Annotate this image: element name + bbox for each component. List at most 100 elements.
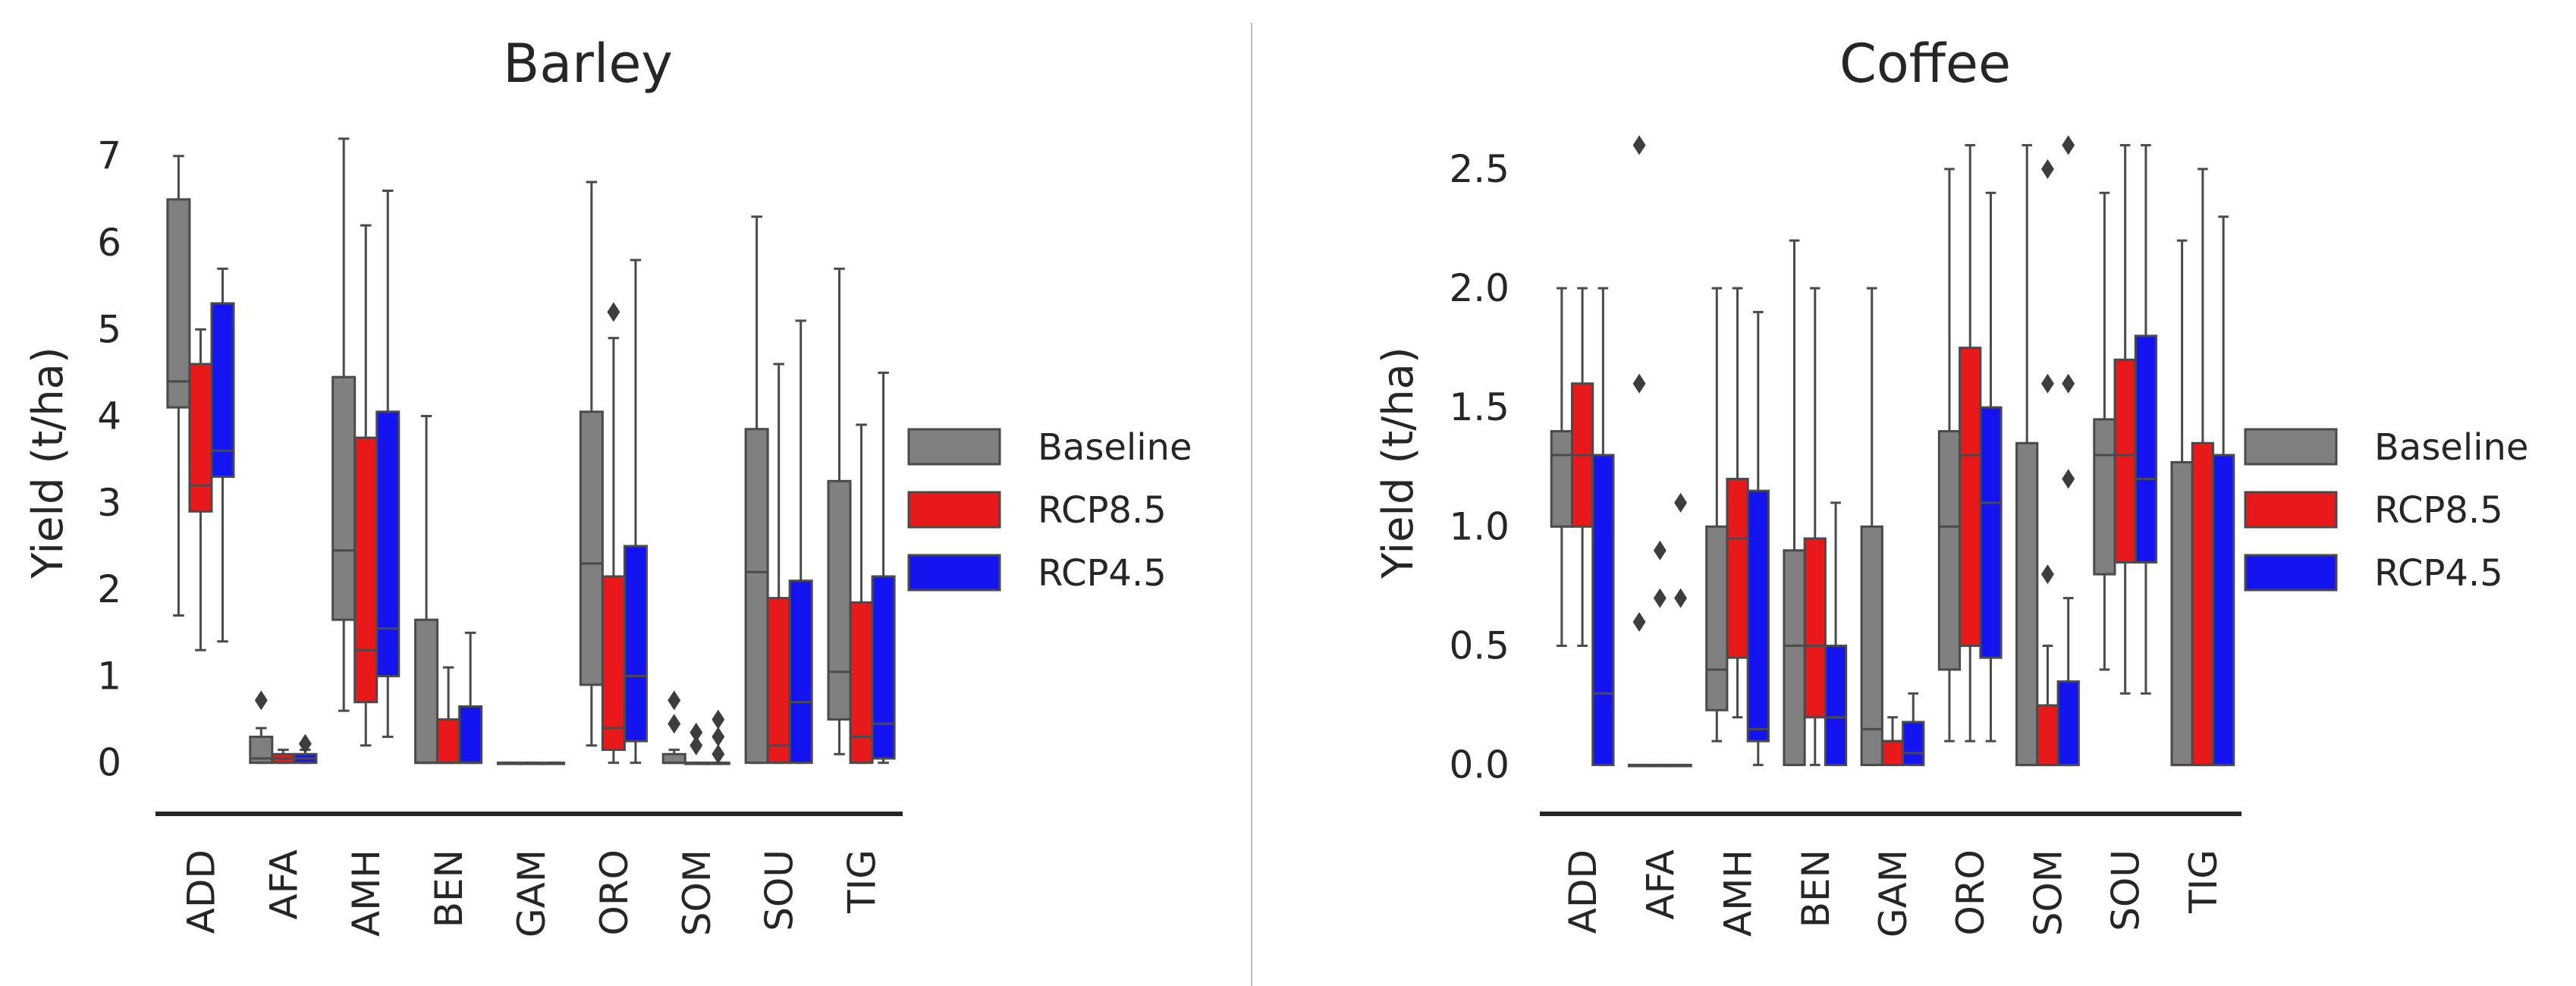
y-axis-label: Yield (t/ha) (1374, 347, 1423, 579)
y-tick-label: 0.5 (1449, 623, 1509, 667)
box-baseline-add (166, 155, 191, 617)
box-body (1979, 406, 2003, 659)
box-rcp45-gam (1902, 692, 1925, 767)
box-rcp85-som (683, 722, 708, 765)
x-tick-label: SOU (2104, 849, 2148, 931)
box-body (331, 375, 357, 621)
box-rcp85-amh (353, 224, 379, 747)
box-body (1860, 525, 1883, 767)
x-tick-label: BEN (1794, 849, 1838, 928)
box-body (827, 479, 852, 721)
outlier-point (1632, 135, 1646, 155)
box-baseline-afa (1627, 135, 1651, 768)
x-tick-label: ORO (1949, 849, 1993, 935)
legend-label: RCP8.5 (2374, 489, 2503, 532)
legend-swatch (907, 554, 1001, 592)
box-body (871, 575, 896, 760)
box-body (414, 618, 439, 765)
box-rcp45-sou (2134, 143, 2158, 695)
box-baseline-amh (331, 137, 357, 712)
box-baseline-ben (414, 415, 439, 765)
chart-panel-coffee: Coffee Yield (t/ha) 0.0 0.5 1.0 1.5 2.0 2.5 ADD A… (1374, 33, 2529, 937)
outlier-point (254, 690, 268, 711)
x-tick-label: ADD (179, 849, 223, 934)
box-body (1937, 430, 1962, 671)
box-rcp85-som (2036, 159, 2059, 767)
y-tick-label: 7 (97, 134, 121, 178)
box-body (788, 579, 813, 765)
box-body (2170, 460, 2194, 767)
box-rcp85-tig (849, 423, 874, 765)
box-body (579, 410, 604, 686)
box-baseline-som (661, 690, 686, 765)
box-rcp85-add (188, 328, 213, 652)
box-rcp45-amh (375, 189, 401, 738)
box-body (188, 363, 213, 513)
outlier-point (2062, 135, 2075, 155)
y-tick-label: 1.0 (1449, 504, 1509, 548)
box-rcp85-sou (766, 363, 791, 765)
box-rcp45-sou (788, 319, 813, 765)
legend: Baseline RCP8.5 RCP4.5 (2244, 426, 2529, 595)
box-body (2212, 454, 2235, 767)
outlier-point (712, 709, 725, 730)
box-baseline-tig (2170, 239, 2194, 767)
box-body (1550, 430, 1573, 528)
chart-panel-barley: Barley Yield (t/ha) 0 1 2 3 4 5 6 7 ADD AFA AMH BEN GA… (24, 33, 1192, 937)
x-tick-label: AFA (262, 849, 306, 920)
outlier-point (1632, 612, 1646, 632)
box-rcp45-oro (623, 259, 648, 765)
legend-label: RCP4.5 (2374, 552, 2503, 595)
legend-swatch (2244, 428, 2338, 466)
box-rcp85-gam (1880, 716, 1905, 767)
outlier-point (2040, 564, 2054, 585)
box-body (1959, 347, 1982, 647)
box-body (436, 718, 461, 765)
box-body (1783, 549, 1806, 767)
outlier-point (690, 722, 703, 743)
legend-label: Baseline (2374, 426, 2529, 469)
legend-label: RCP8.5 (1038, 489, 1167, 532)
box-rcp45-gam (541, 761, 566, 765)
outlier-point (712, 727, 725, 747)
box-rcp45-tig (871, 371, 896, 765)
box-baseline-ben (1783, 239, 1806, 767)
box-rcp85-afa (271, 749, 296, 765)
box-rcp85-ben (1803, 287, 1827, 767)
box-body (2056, 680, 2080, 767)
outlier-point (2062, 469, 2075, 489)
legend-swatch (907, 428, 1001, 466)
box-body (166, 198, 191, 409)
box-rcp45-som (2056, 135, 2080, 767)
x-tick-label: AFA (1638, 849, 1682, 920)
box-baseline-gam (496, 761, 521, 765)
box-rcp45-tig (2212, 215, 2235, 767)
box-rcp85-sou (2113, 143, 2137, 695)
x-tick-label: ORO (592, 849, 636, 935)
box-body (2093, 418, 2116, 576)
legend-label: Baseline (1038, 426, 1192, 469)
y-axis-label: Yield (t/ha) (24, 347, 73, 579)
box-rcp45-som (705, 709, 730, 765)
box-body (661, 752, 686, 765)
y-tick-label: 2 (97, 567, 121, 611)
box-baseline-amh (1705, 287, 1729, 743)
box-body (2036, 704, 2059, 767)
box-baseline-tig (827, 267, 852, 755)
x-tick-label: TIG (2182, 849, 2226, 914)
box-body (210, 302, 235, 479)
y-tick-label: 4 (97, 394, 121, 438)
box-body (1746, 489, 1770, 743)
box-body (1705, 525, 1729, 711)
legend-swatch (2244, 554, 2338, 592)
box-baseline-oro (579, 181, 604, 747)
box-rcp45-add (210, 267, 235, 643)
box-rcp85-oro (1959, 143, 1982, 743)
box-rcp45-afa (1669, 492, 1692, 768)
box-body (623, 545, 648, 743)
box-body (1591, 454, 1615, 767)
x-tick-label: SOU (758, 849, 802, 931)
y-tick-label: 3 (97, 481, 121, 525)
legend: Baseline RCP8.5 RCP4.5 (907, 426, 1192, 595)
